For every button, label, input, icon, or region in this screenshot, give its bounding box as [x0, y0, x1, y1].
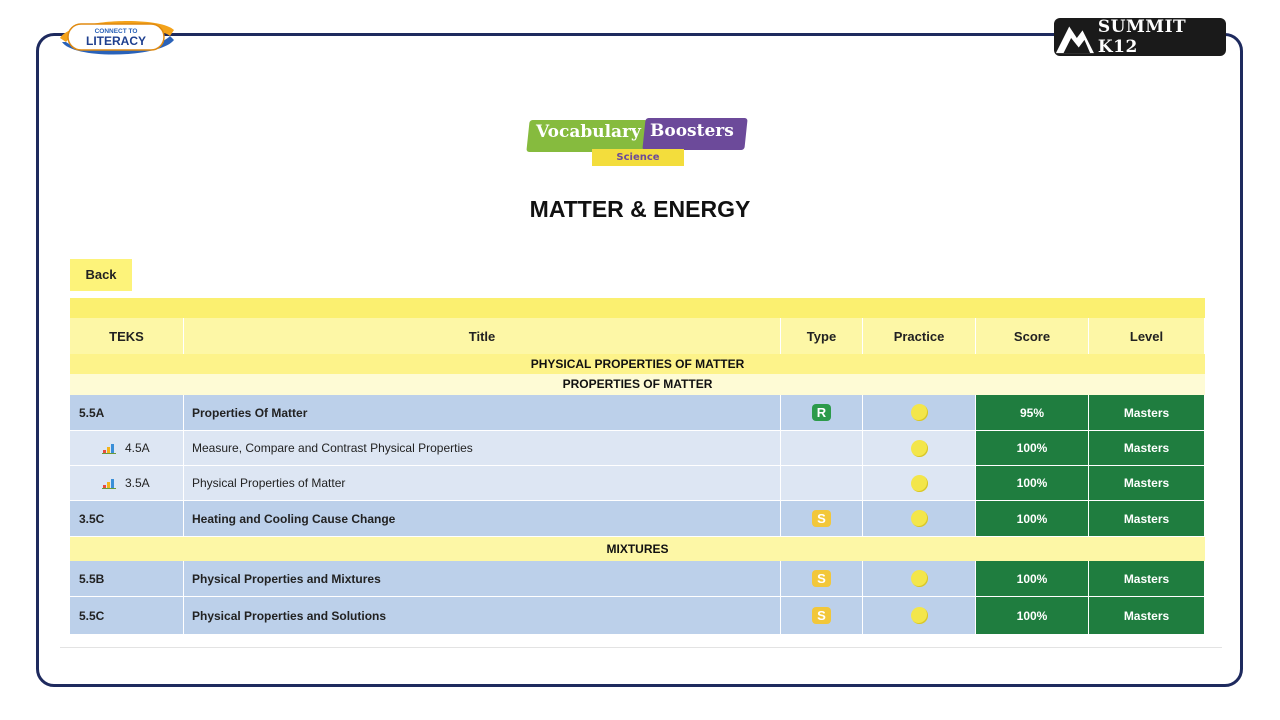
teks-code: 5.5B — [79, 571, 105, 586]
level-cell: Masters — [1089, 431, 1205, 465]
table-row[interactable]: 3.5C Heating and Cooling Cause Change S 100… — [70, 501, 1205, 537]
title-cell[interactable]: Heating and Cooling Cause Change — [184, 501, 781, 536]
score-cell: 100% — [976, 597, 1089, 634]
score-cell: 100% — [976, 501, 1089, 536]
type-badge-icon[interactable]: S — [812, 607, 831, 624]
teks-cell: 5.5B — [70, 561, 184, 596]
table-row[interactable]: 5.5C Physical Properties and Solutions S 10… — [70, 597, 1205, 635]
col-header-practice: Practice — [863, 318, 976, 354]
level-cell: Masters — [1089, 561, 1205, 596]
title-cell[interactable]: Physical Properties of Matter — [184, 466, 781, 500]
type-cell: S — [781, 597, 863, 634]
level-cell: Masters — [1089, 501, 1205, 536]
practice-cell — [863, 431, 976, 465]
type-badge-icon[interactable]: S — [812, 570, 831, 587]
teks-cell: 3.5A — [70, 466, 184, 500]
teks-code: 5.5C — [79, 608, 105, 623]
type-cell — [781, 466, 863, 500]
teks-cell: 3.5C — [70, 501, 184, 536]
practice-cell — [863, 395, 976, 430]
level-cell: Masters — [1089, 597, 1205, 634]
back-button[interactable]: Back — [70, 259, 132, 291]
type-cell — [781, 431, 863, 465]
table-row[interactable]: 4.5A Measure, Compare and Contrast Physic… — [70, 431, 1205, 466]
practice-status-icon[interactable] — [910, 404, 928, 421]
teks-cell: 4.5A — [70, 431, 184, 465]
teks-cell: 5.5C — [70, 597, 184, 634]
score-cell: 100% — [976, 561, 1089, 596]
logo-small-text: CONNECT TO — [95, 28, 138, 35]
practice-status-icon[interactable] — [910, 474, 928, 492]
bar-chart-icon — [102, 479, 116, 489]
summit-k12-text: SUMMIT K12 — [1097, 17, 1187, 57]
practice-cell — [863, 597, 976, 634]
page-title: MATTER & ENERGY — [529, 196, 751, 222]
type-badge-icon[interactable]: R — [812, 404, 831, 421]
teks-code: 5.5A — [79, 405, 105, 420]
teks-code: 3.5A — [125, 476, 150, 490]
vocabulary-boosters-logo: Vocabulary Boosters Science — [526, 116, 750, 168]
table-header: TEKS Title Type Practice Score Level — [70, 318, 1205, 354]
col-header-teks: TEKS — [70, 318, 184, 354]
level-cell: Masters — [1089, 466, 1205, 500]
logo-word-vocabulary: Vocabulary — [536, 122, 641, 142]
connect-to-literacy-logo: CONNECT TO LITERACY — [52, 12, 180, 62]
table-row[interactable]: 3.5A Physical Properties of Matter 100% Mas… — [70, 466, 1205, 501]
score-cell: 100% — [976, 431, 1089, 465]
title-cell[interactable]: Physical Properties and Solutions — [184, 597, 781, 634]
practice-status-icon[interactable] — [910, 510, 928, 527]
col-header-title: Title — [184, 318, 781, 354]
table-row[interactable]: 5.5A Properties Of Matter R 95% Masters — [70, 395, 1205, 431]
col-header-type: Type — [781, 318, 863, 354]
table-top-bar — [70, 298, 1205, 318]
logo-main-text: LITERACY — [86, 34, 146, 48]
summit-k12-logo: SUMMIT K12 — [1054, 17, 1226, 57]
score-cell: 100% — [976, 466, 1089, 500]
practice-status-icon[interactable] — [910, 607, 928, 624]
type-cell: R — [781, 395, 863, 430]
type-cell: S — [781, 501, 863, 536]
level-cell: Masters — [1089, 395, 1205, 430]
type-badge-icon[interactable]: S — [812, 510, 831, 527]
group-heading: MIXTURES — [70, 537, 1205, 561]
teks-code: 4.5A — [125, 441, 150, 455]
title-cell[interactable]: Properties Of Matter — [184, 395, 781, 430]
logo-subject: Science — [592, 149, 684, 166]
col-header-score: Score — [976, 318, 1089, 354]
divider — [60, 647, 1222, 648]
score-cell: 95% — [976, 395, 1089, 430]
practice-cell — [863, 466, 976, 500]
title-cell[interactable]: Physical Properties and Mixtures — [184, 561, 781, 596]
practice-status-icon[interactable] — [910, 439, 928, 457]
title-cell[interactable]: Measure, Compare and Contrast Physical P… — [184, 431, 781, 465]
section-heading: PHYSICAL PROPERTIES OF MATTER — [70, 354, 1205, 374]
practice-cell — [863, 501, 976, 536]
progress-table: TEKS Title Type Practice Score Level PHY… — [70, 298, 1205, 635]
group-heading: PROPERTIES OF MATTER — [70, 374, 1205, 395]
teks-cell: 5.5A — [70, 395, 184, 430]
type-cell: S — [781, 561, 863, 596]
bar-chart-icon — [102, 444, 116, 454]
logo-word-boosters: Boosters — [650, 121, 734, 141]
practice-status-icon[interactable] — [910, 570, 928, 587]
table-row[interactable]: 5.5B Physical Properties and Mixtures S 100… — [70, 561, 1205, 597]
col-header-level: Level — [1089, 318, 1205, 354]
mountain-icon — [1055, 26, 1094, 54]
practice-cell — [863, 561, 976, 596]
teks-code: 3.5C — [79, 511, 105, 526]
